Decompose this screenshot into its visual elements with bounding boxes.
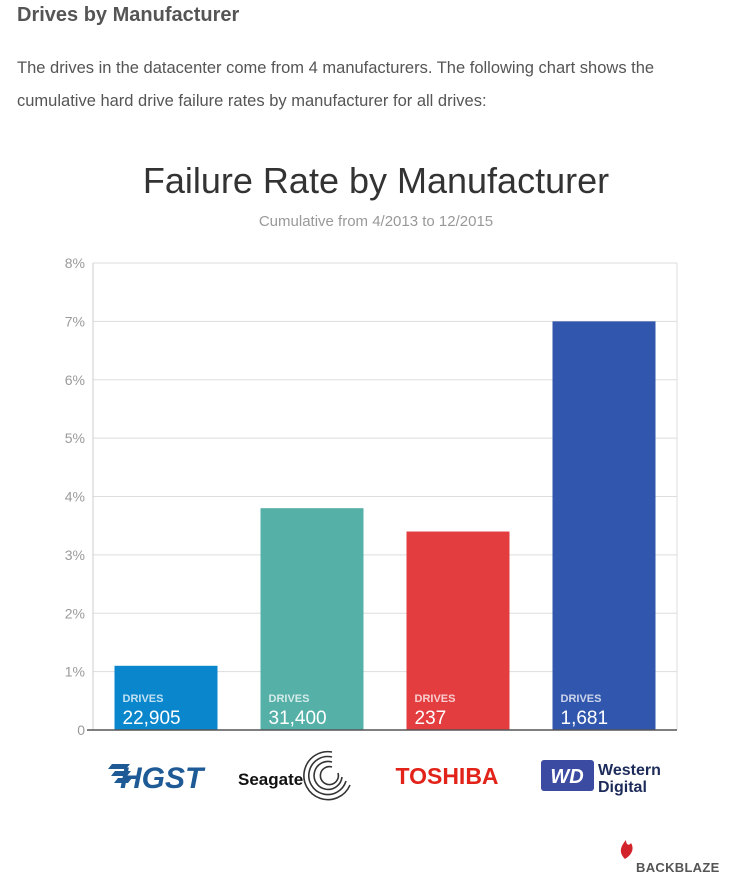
bar-western-digital (552, 321, 656, 730)
chart-subtitle: Cumulative from 4/2013 to 12/2015 (259, 213, 493, 230)
bar-drive-count: 22,905 (123, 708, 181, 729)
toshiba-logo-text: TOSHIBA (395, 763, 498, 789)
y-tick-label: 8% (65, 255, 85, 271)
bar-hgst (114, 665, 218, 730)
wd-logo-line1: Western (598, 762, 661, 779)
bar-toshiba (406, 531, 510, 730)
backblaze-flame-icon (620, 840, 633, 859)
bar-drive-count: 31,400 (269, 708, 327, 729)
y-tick-label: 2% (65, 605, 85, 621)
western-digital-logo: WD Western Digital (541, 760, 661, 796)
bar-drives-caption: DRIVES (561, 693, 602, 705)
hgst-logo: HGST (108, 762, 206, 795)
bar-drives-caption: DRIVES (269, 693, 310, 705)
bar-drive-count: 1,681 (561, 708, 609, 729)
y-tick-label: 4% (65, 489, 85, 505)
intro-paragraph: The drives in the datacenter come from 4… (17, 59, 655, 110)
backblaze-brand: BACKBLAZE (620, 840, 720, 875)
bar-drives-caption: DRIVES (415, 693, 456, 705)
y-tick-label: 1% (65, 664, 85, 680)
bar-seagate (260, 508, 364, 730)
y-tick-label: 6% (65, 372, 85, 388)
bars: DRIVES 22,905 DRIVES 31,400 DRIVES 237 DRIVES 1… (114, 321, 656, 730)
y-tick-label: 0 (77, 722, 85, 738)
wd-badge-text: WD (550, 766, 583, 788)
axes (87, 263, 678, 731)
chart-title: Failure Rate by Manufacturer (143, 160, 609, 201)
wd-logo-line2: Digital (598, 779, 647, 796)
wd-badge-icon (541, 760, 594, 791)
y-tick-label: 7% (65, 313, 85, 329)
backblaze-text: BACKBLAZE (636, 860, 720, 875)
hgst-logo-text: HGST (120, 762, 206, 795)
seagate-swirl-icon (303, 750, 351, 801)
seagate-logo: Seagate (238, 750, 351, 801)
y-tick-label: 5% (65, 430, 85, 446)
bar-drives-caption: DRIVES (123, 693, 164, 705)
gridlines (93, 262, 677, 673)
failure-rate-chart: Failure Rate by Manufacturer Cumulative … (65, 160, 720, 875)
bar-drive-count: 237 (415, 708, 447, 729)
y-axis-ticks: 0 1% 2% 3% 4% 5% 6% 7% 8% (65, 255, 85, 738)
y-tick-label: 3% (65, 547, 85, 563)
hgst-wing-icon (108, 764, 132, 783)
section-heading: Drives by Manufacturer (17, 4, 240, 26)
seagate-logo-text: Seagate (238, 770, 303, 789)
